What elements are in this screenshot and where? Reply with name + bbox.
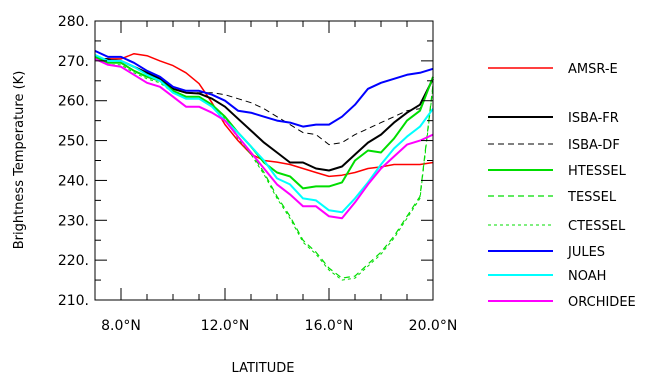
legend-label-htessel: HTESSEL — [568, 164, 627, 179]
legend-label-isba-df: ISBA-DF — [568, 138, 620, 153]
legend-label-tessel: TESSEL — [567, 190, 617, 205]
legend-label-ctessel: CTESSEL — [568, 219, 626, 234]
series-line-ctessel — [94, 58, 434, 281]
legend-label-noah: NOAH — [568, 269, 606, 284]
series-line-isba-fr — [94, 55, 434, 172]
y-axis-title: Brightness Temperature (K) — [12, 71, 27, 250]
y-tick-label: 230. — [58, 213, 89, 229]
y-tick-label: 250. — [58, 134, 89, 150]
y-tick-label: 220. — [58, 253, 89, 269]
series-line-jules — [94, 49, 434, 128]
series-layer — [94, 49, 434, 281]
series-line-tessel — [94, 56, 434, 279]
y-tick-label: 210. — [58, 293, 89, 309]
legend-label-amsr-e: AMSR-E — [568, 62, 618, 77]
tick-layer: 8.0°N 12.0°N 16.0°N 20.0°N 210. 220. 230. 240. 2… — [58, 14, 458, 334]
legend-label-jules: JULES — [567, 245, 605, 260]
y-tick-label: 270. — [58, 54, 89, 70]
y-tick-label: 240. — [58, 173, 89, 189]
x-tick-label: 12.0°N — [201, 318, 250, 334]
y-tick-label: 280. — [58, 14, 89, 30]
y-tick-label: 260. — [58, 94, 89, 110]
legend-label-orchidee: ORCHIDEE — [568, 295, 636, 310]
legend: AMSR-E ISBA-FR ISBA-DF HTESSEL TESSEL CTESSEL… — [488, 62, 636, 310]
x-tick-label: 16.0°N — [305, 318, 354, 334]
x-tick-label: 8.0°N — [101, 318, 141, 334]
x-axis-title: LATITUDE — [232, 361, 295, 376]
legend-label-isba-fr: ISBA-FR — [568, 111, 619, 126]
x-tick-label: 20.0°N — [409, 318, 458, 334]
series-line-noah — [94, 53, 434, 214]
series-line-orchidee — [94, 57, 434, 220]
